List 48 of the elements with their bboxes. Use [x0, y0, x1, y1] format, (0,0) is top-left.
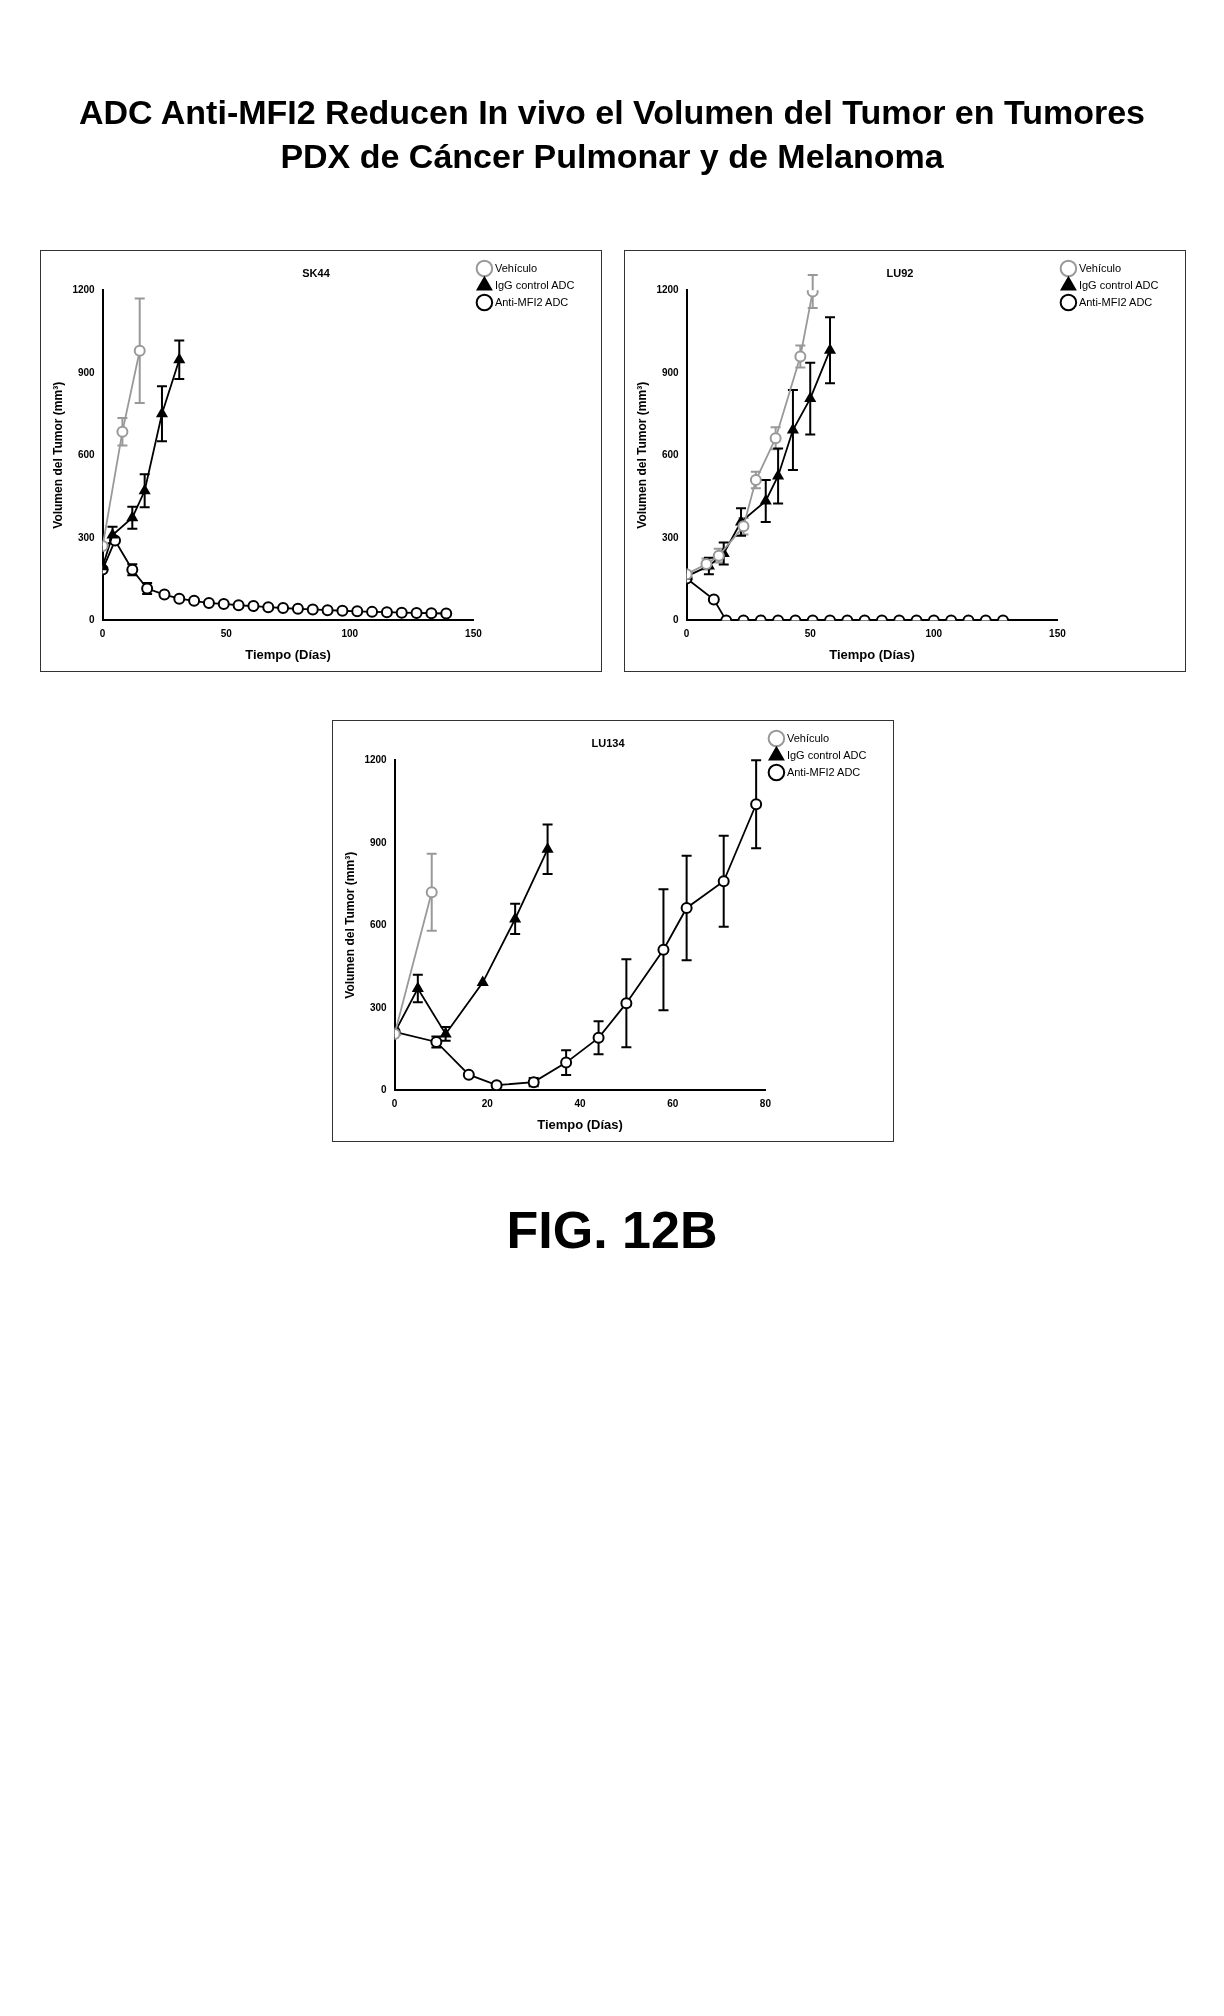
- legend-label: Vehículo: [494, 261, 538, 274]
- y-tick-label: 900: [77, 366, 96, 378]
- chart-title: LU92: [886, 266, 914, 279]
- legend-label: Anti-MFI2 ADC: [1078, 295, 1153, 308]
- x-tick-label: 150: [1049, 628, 1067, 640]
- y-tick-label: 900: [661, 366, 680, 378]
- y-tick-label: 300: [77, 531, 96, 543]
- y-axis-title: Volumen del Tumor (mm³): [342, 851, 357, 999]
- caption: FIG. 12B: [505, 1200, 719, 1260]
- x-tick-label: 40: [574, 1098, 587, 1110]
- legend-label: IgG control ADC: [786, 748, 867, 761]
- x-tick-label: 50: [804, 628, 817, 640]
- x-tick-label: 20: [481, 1098, 494, 1110]
- legend-label: Vehículo: [786, 731, 830, 744]
- y-tick-label: 300: [661, 531, 680, 543]
- x-tick-label: 0: [99, 628, 106, 640]
- x-tick-label: 150: [465, 628, 483, 640]
- text: ADC Anti-MFI2 Reducen In vivo el Volumen del Tumor en Tumores PDX de Cáncer Pulmonar y de Melanoma: [77, 92, 1147, 177]
- y-tick-label: 0: [89, 614, 96, 626]
- y-axis-title: Volumen del Tumor (mm³): [50, 381, 65, 529]
- legend-label: IgG control ADC: [494, 278, 575, 291]
- y-tick-label: 900: [369, 836, 388, 848]
- y-tick-label: 600: [77, 449, 96, 461]
- x-axis-title: Tiempo (Días): [537, 1116, 623, 1132]
- legend-label: Vehículo: [1078, 261, 1122, 274]
- y-tick-label: 1200: [364, 753, 388, 765]
- x-axis-title: Tiempo (Días): [829, 646, 915, 662]
- x-tick-label: 0: [391, 1098, 398, 1110]
- y-tick-label: 1200: [72, 283, 96, 295]
- y-tick-label: 0: [673, 614, 680, 626]
- x-tick-label: 50: [220, 628, 233, 640]
- y-tick-label: 1200: [656, 283, 680, 295]
- y-tick-label: 300: [369, 1001, 388, 1013]
- y-axis-title: Volumen del Tumor (mm³): [634, 381, 649, 529]
- legend-label: Anti-MFI2 ADC: [786, 765, 861, 778]
- chart-title: LU134: [591, 736, 626, 749]
- x-tick-label: 100: [925, 628, 943, 640]
- x-tick-label: 60: [667, 1098, 679, 1110]
- y-tick-label: 600: [369, 919, 388, 931]
- x-tick-label: 100: [341, 628, 359, 640]
- legend-label: Anti-MFI2 ADC: [494, 295, 569, 308]
- chart-title: SK44: [302, 266, 331, 279]
- legend-label: IgG control ADC: [1078, 278, 1159, 291]
- y-tick-label: 0: [381, 1084, 388, 1096]
- x-tick-label: 0: [683, 628, 690, 640]
- x-axis-title: Tiempo (Días): [245, 646, 331, 662]
- x-tick-label: 80: [759, 1098, 772, 1110]
- y-tick-label: 600: [661, 449, 680, 461]
